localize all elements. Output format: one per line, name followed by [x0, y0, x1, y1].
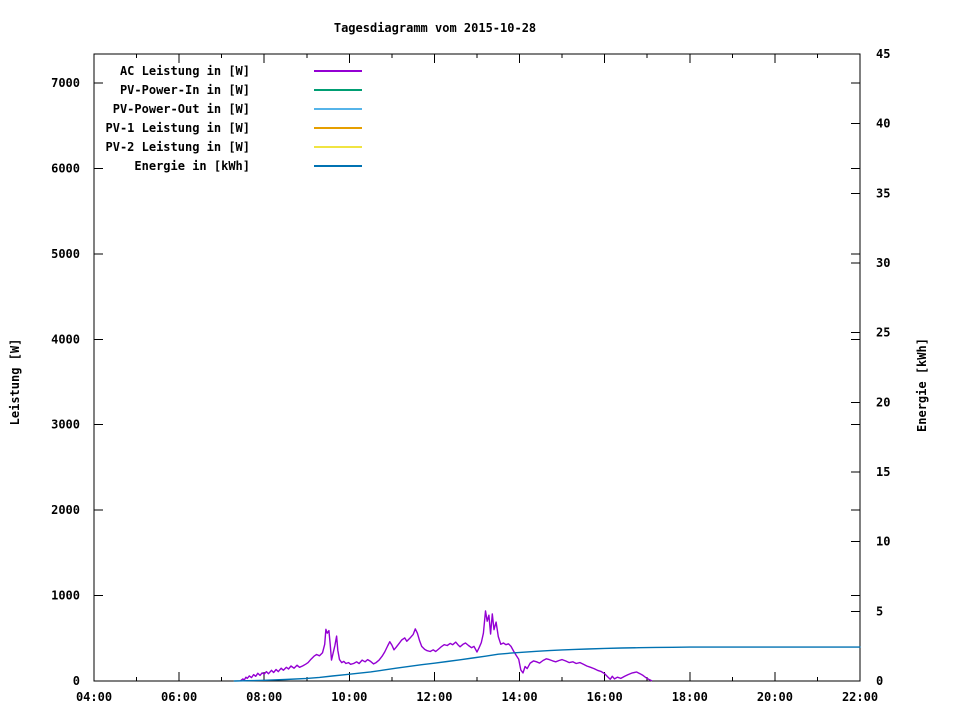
y-left-tick-label: 5000	[51, 247, 80, 261]
series-line-ac-leistung-in-w	[240, 610, 653, 682]
y-right-tick-label: 30	[876, 256, 890, 270]
series-line-energie-in-kwh	[233, 646, 861, 682]
y-left-tick-label: 7000	[51, 76, 80, 90]
y-left-tick-label: 1000	[51, 589, 80, 603]
y-left-tick-label: 4000	[51, 332, 80, 346]
y-right-tick-label: 0	[876, 674, 883, 688]
y-left-tick-label: 6000	[51, 161, 80, 175]
x-tick-label: 20:00	[757, 690, 793, 704]
y-right-tick-label: 35	[876, 186, 890, 200]
legend-label-pv-power-out-in-w: PV-Power-Out in [W]	[113, 102, 250, 116]
chart-title: Tagesdiagramm vom 2015-10-28	[333, 21, 537, 35]
y-right-tick-label: 40	[876, 117, 890, 131]
x-tick-label: 16:00	[587, 690, 623, 704]
x-tick-label: 04:00	[76, 690, 112, 704]
x-tick-label: 14:00	[501, 690, 537, 704]
y-right-tick-label: 15	[876, 465, 890, 479]
y-right-tick-label: 10	[876, 535, 890, 549]
x-tick-label: 18:00	[672, 690, 708, 704]
x-tick-label: 22:00	[842, 690, 878, 704]
legend-label-pv-power-in-in-w: PV-Power-In in [W]	[120, 83, 250, 97]
legend-label-ac-leistung-in-w: AC Leistung in [W]	[120, 64, 250, 78]
y-right-tick-label: 20	[876, 395, 890, 409]
x-tick-label: 10:00	[331, 690, 367, 704]
x-tick-label: 06:00	[161, 690, 197, 704]
y-right-tick-label: 45	[876, 47, 890, 61]
y-left-tick-label: 2000	[51, 503, 80, 517]
x-tick-label: 12:00	[416, 690, 452, 704]
legend-label-energie-in-kwh: Energie in [kWh]	[134, 159, 250, 173]
y-right-tick-label: 25	[876, 326, 890, 340]
y-right-tick-label: 5	[876, 604, 883, 618]
legend-label-pv-2-leistung-in-w: PV-2 Leistung in [W]	[106, 140, 251, 154]
y-left-tick-label: 0	[73, 674, 80, 688]
legend-label-pv-1-leistung-in-w: PV-1 Leistung in [W]	[106, 121, 251, 135]
x-tick-label: 08:00	[246, 690, 282, 704]
y-left-tick-label: 3000	[51, 418, 80, 432]
